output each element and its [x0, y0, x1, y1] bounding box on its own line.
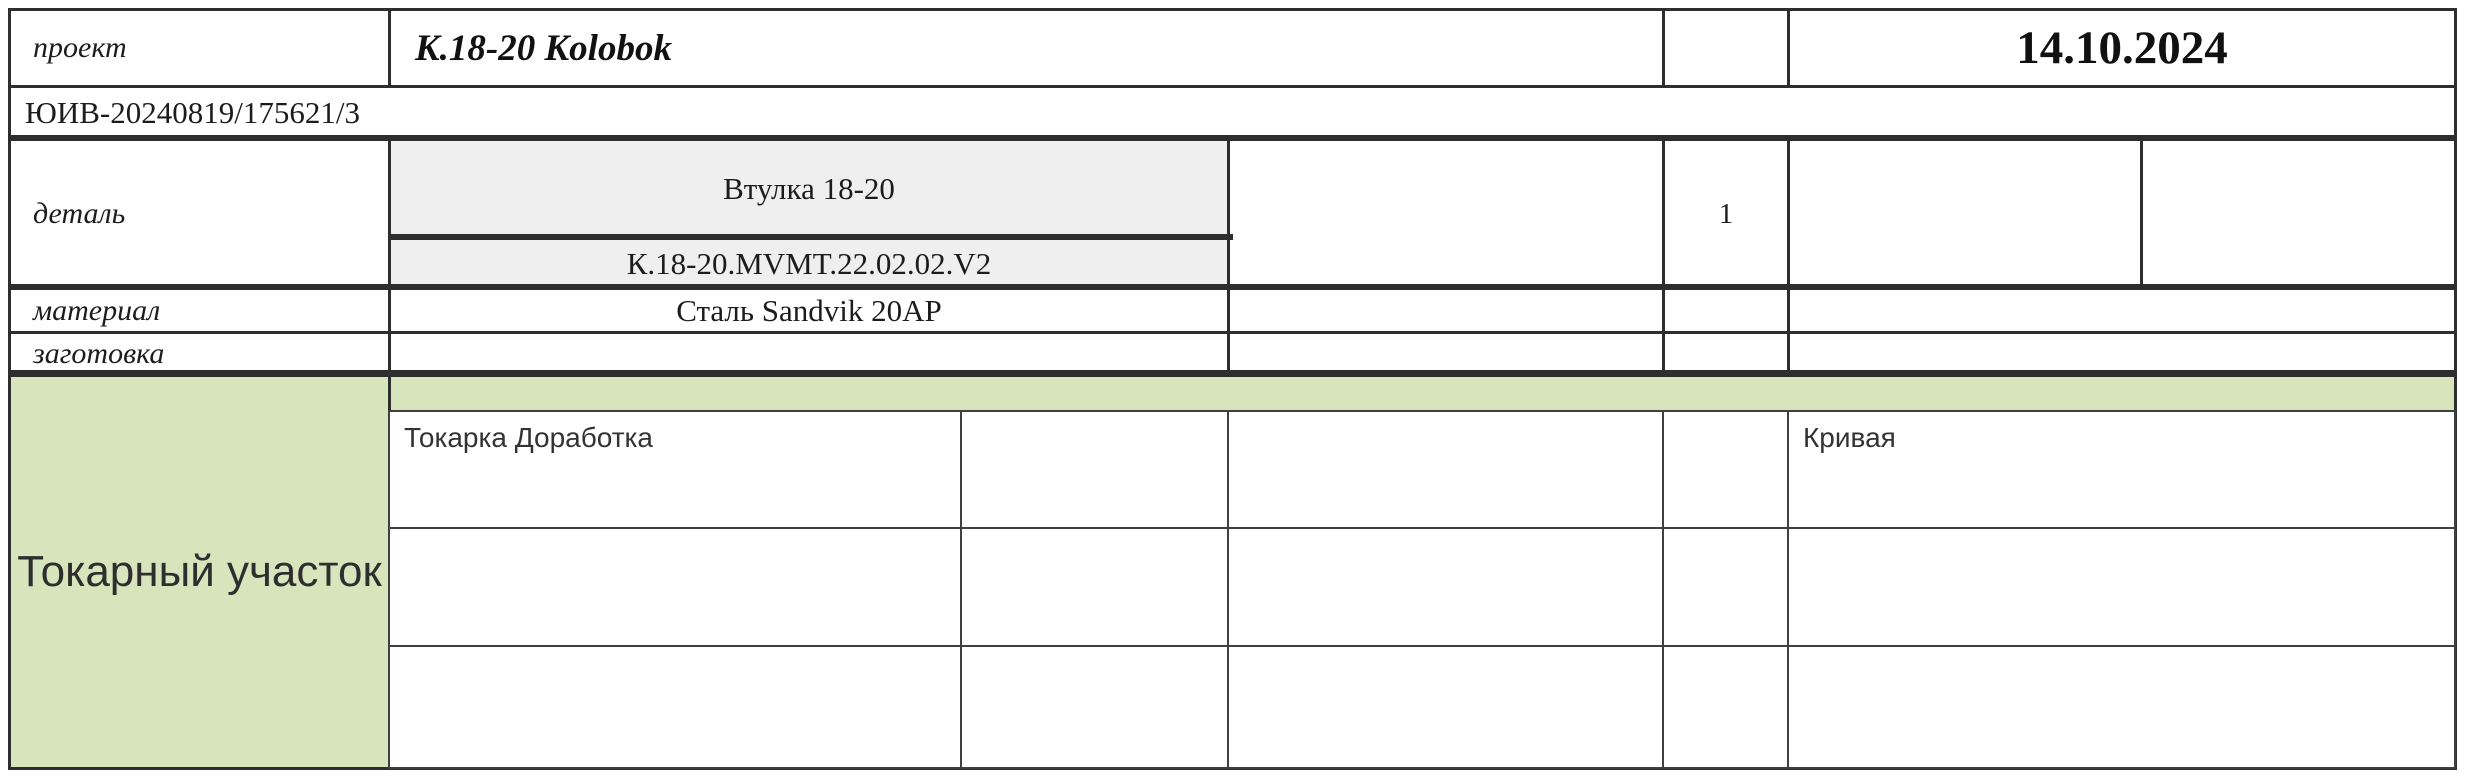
project-label-cell: проект [8, 8, 391, 88]
ops-cell-r1c2 [960, 410, 1229, 529]
project-value-cell: K.18-20 Kolobok [388, 8, 1665, 88]
ops-cell-r2c2 [960, 527, 1229, 647]
divider-line [8, 135, 2457, 141]
blank-empty-cell-1 [1227, 331, 1665, 377]
material-empty-cell-1 [1227, 287, 1665, 334]
ops-cell-r3c2 [960, 645, 1229, 769]
ops-cell-r3c5 [1787, 645, 2456, 769]
ops-cell-r1c5: Кривая [1787, 410, 2456, 529]
ops-cell-r3c1 [388, 645, 962, 769]
detail-spacer-cell-1 [1227, 138, 1665, 290]
date-cell: 14.10.2024 [1787, 8, 2457, 88]
detail-spacer-cell-3 [2140, 138, 2457, 290]
ops-cell-r2c3 [1227, 527, 1664, 647]
material-value-cell: Сталь Sandvik 20AP [388, 287, 1230, 334]
ops-cell-r1c4 [1662, 410, 1789, 529]
material-label-cell: материал [8, 287, 391, 334]
order-number-cell: ЮИВ-20240819/175621/3 [8, 85, 2457, 141]
material-empty-cell-3 [1787, 287, 2457, 334]
blank-label-cell: заготовка [8, 331, 391, 377]
ops-cell-r2c5 [1787, 527, 2456, 647]
ops-cell-r3c4 [1662, 645, 1789, 769]
detail-code-cell: К.18-20.MVMT.22.02.02.V2 [388, 237, 1230, 290]
ops-cell-r2c4 [1662, 527, 1789, 647]
detail-spacer-cell-2 [1787, 138, 2143, 290]
section-title-cell: Токарный участок [8, 374, 391, 770]
detail-label-cell: деталь [8, 138, 391, 290]
divider-line [8, 284, 2457, 290]
detail-name-cell: Втулка 18-20 [388, 138, 1230, 240]
divider-line [388, 234, 1233, 240]
ops-cell-r3c3 [1227, 645, 1664, 769]
ops-cell-r1c1: Токарка Доработка [388, 410, 962, 529]
material-empty-cell-2 [1662, 287, 1790, 334]
quantity-cell: 1 [1662, 138, 1790, 290]
header-spacer-cell [1662, 8, 1790, 88]
divider-line [8, 370, 2457, 376]
ops-cell-r1c3 [1227, 410, 1664, 529]
ops-cell-r2c1 [388, 527, 962, 647]
